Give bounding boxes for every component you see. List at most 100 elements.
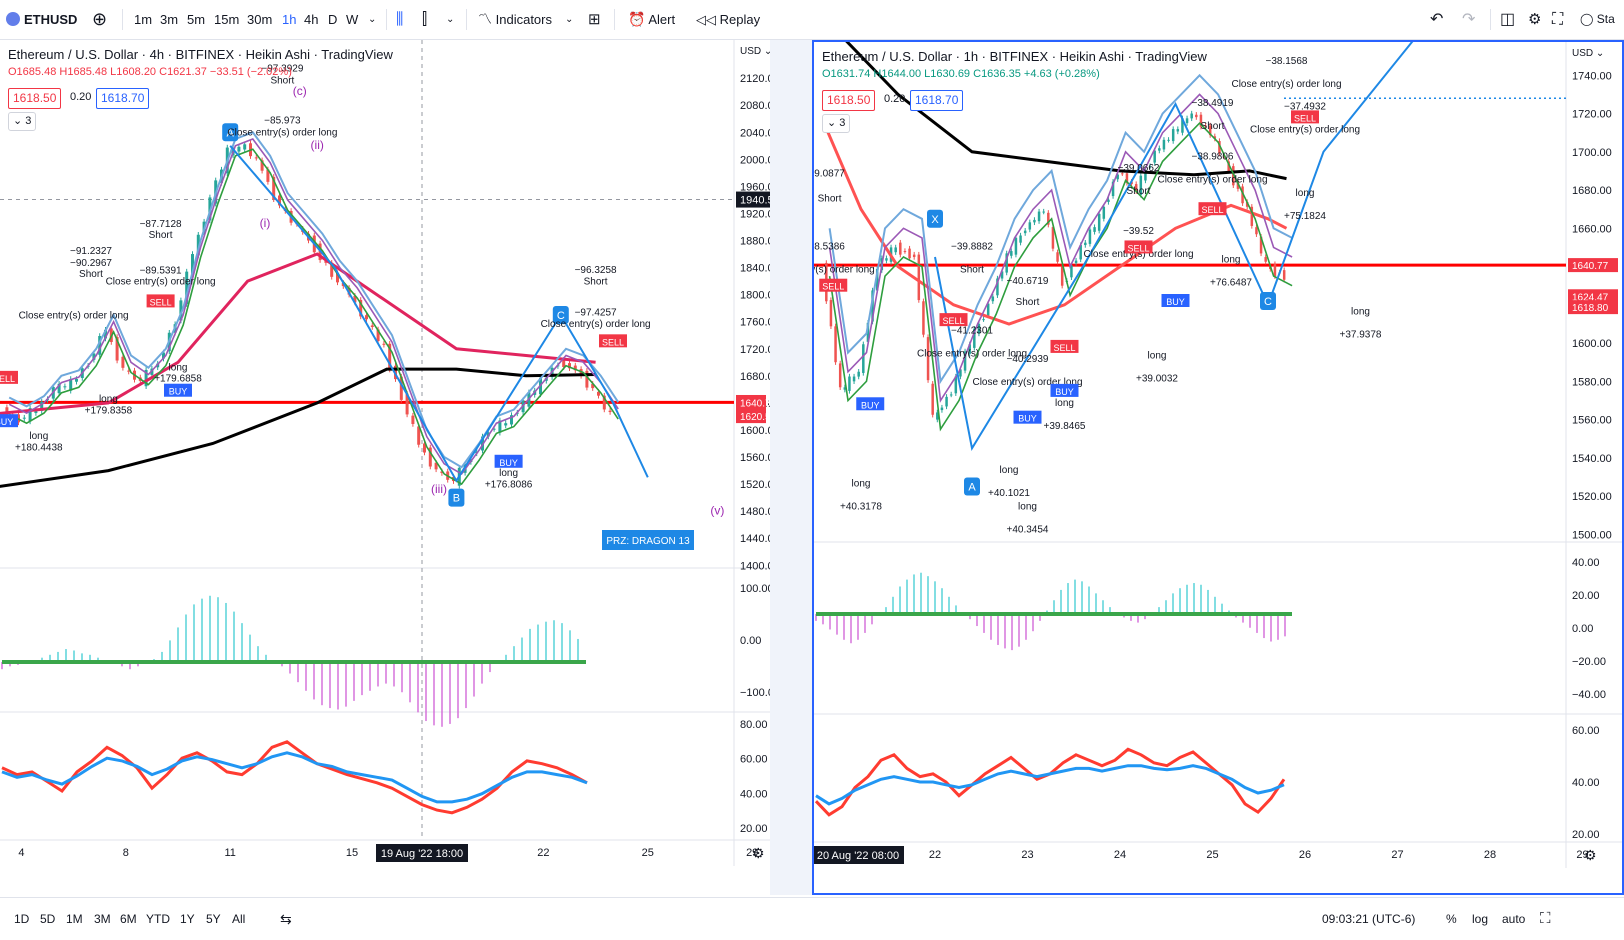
candle-body <box>949 394 953 396</box>
interval-D[interactable]: D <box>328 12 338 27</box>
clock-display[interactable]: 09:03:21 (UTC-6) <box>1322 912 1416 926</box>
alert-button[interactable]: ⏰ Alert <box>628 0 675 39</box>
layout-split-icon[interactable]: ◫ <box>1500 11 1516 28</box>
log-toggle[interactable]: log <box>1472 912 1489 926</box>
candle-body <box>1144 170 1147 181</box>
chart-type-chevron-icon[interactable]: ⌄ <box>446 14 455 25</box>
candle-body <box>945 396 948 407</box>
strategy-annotation: Close entry(s) order long <box>541 319 651 330</box>
candle-body <box>428 447 432 467</box>
interval-4h[interactable]: 4h <box>304 12 319 27</box>
ohlc-low: L1608.20 <box>110 66 157 78</box>
redo-icon[interactable]: ↷ <box>1462 11 1476 28</box>
buy-price-button[interactable]: 1618.70 <box>910 90 964 111</box>
candle-body <box>1185 118 1189 124</box>
range-6m[interactable]: 6M <box>120 912 137 926</box>
candle-body <box>399 376 403 400</box>
symbol-search-button[interactable]: ETHUSD <box>6 0 77 39</box>
templates-grid-icon[interactable]: ⊞ <box>588 11 601 28</box>
candle-body <box>1282 270 1286 280</box>
rsi-tick-label: 40.00 <box>740 788 768 800</box>
chart-1h-svg[interactable]: USD ⌄ 1740.00 1720.00 1700.00 1680.00 1660.00… <box>814 42 1622 893</box>
chart-panel-4h[interactable]: USD ⌄ 2120.00 2080.00 2040.00 2000.00 1960.00… <box>0 40 770 895</box>
price-badge-value: 1620.50 <box>740 412 770 423</box>
strategy-annotation: 9.0877 <box>814 169 845 180</box>
signal-badge <box>1291 110 1319 124</box>
wave-point-marker <box>964 477 980 496</box>
interval-30m[interactable]: 30m <box>247 12 273 27</box>
wave-point-label: A <box>968 482 976 494</box>
candle-body <box>382 343 386 345</box>
candle-body <box>376 329 380 341</box>
percent-toggle[interactable]: % <box>1446 912 1457 926</box>
candle-body <box>1051 227 1055 249</box>
prz-box <box>602 530 694 550</box>
range-1m[interactable]: 1M <box>66 912 83 926</box>
indicators-button[interactable]: 〽 Indicators <box>478 0 552 39</box>
interval-15m[interactable]: 15m <box>214 12 240 27</box>
strategy-annotation: Short <box>818 194 842 205</box>
buy-price-button[interactable]: 1618.70 <box>96 88 150 109</box>
candle-body <box>98 336 102 355</box>
bar-style-icon[interactable]: ⫼ <box>396 11 404 28</box>
candle-body <box>875 268 879 291</box>
candle-body <box>585 370 589 388</box>
interval-3m[interactable]: 3m <box>160 12 179 27</box>
strategy-annotation: −97.4257 <box>575 308 617 319</box>
chart-type-candles-icon[interactable]: ⫿ <box>422 11 428 28</box>
price-tick-label: 1600.00 <box>740 425 770 437</box>
candle-body <box>931 383 934 415</box>
candle-body <box>1273 264 1277 277</box>
indicator-collapse-button[interactable]: ⌄ 3 <box>822 114 851 133</box>
interval-1h[interactable]: 1h <box>282 12 297 27</box>
signal-label: SELL <box>1201 205 1223 215</box>
candle-body <box>405 393 409 415</box>
indicator-collapse-button[interactable]: ⌄ 3 <box>8 112 37 131</box>
candle-body <box>977 323 981 334</box>
sell-price-button[interactable]: 1618.50 <box>822 90 876 111</box>
range-1d[interactable]: 1D <box>14 912 30 926</box>
settings-gear-icon[interactable]: ⚙ <box>1528 11 1542 28</box>
osc-tick-label: 20.00 <box>1572 590 1600 602</box>
range-5d[interactable]: 5D <box>40 912 56 926</box>
replay-button[interactable]: ◁◁ Replay <box>696 0 760 39</box>
ohlc-open: O1631.74 <box>822 68 871 80</box>
range-3m[interactable]: 3M <box>94 912 111 926</box>
strategy-annotation: +180.4438 <box>15 442 63 453</box>
auto-toggle[interactable]: auto <box>1502 912 1526 926</box>
date-range-calendar-icon[interactable]: ⇆ <box>280 911 292 927</box>
range-1y[interactable]: 1Y <box>180 912 195 926</box>
price-badge <box>736 395 766 410</box>
undo-icon[interactable]: ↶ <box>1430 11 1444 28</box>
strategy-annotation: Close entry(s) order long <box>1083 249 1193 260</box>
interval-dropdown-chevron-icon[interactable]: ⌄ <box>368 14 377 25</box>
range-ytd[interactable]: YTD <box>146 912 170 926</box>
strategy-annotation: long <box>1055 398 1074 409</box>
ma-green-line <box>8 148 619 486</box>
range-all[interactable]: All <box>232 912 246 926</box>
interval-5m[interactable]: 5m <box>187 12 206 27</box>
strategy-annotation: Close entry(s) order long <box>106 276 216 287</box>
signal-badge <box>1050 383 1079 397</box>
range-5y[interactable]: 5Y <box>206 912 221 926</box>
interval-W[interactable]: W <box>346 12 359 27</box>
price-tick-label: 2120.00 <box>740 73 770 85</box>
fullscreen-icon[interactable]: ⛶ <box>1552 11 1564 28</box>
candle-body <box>903 251 907 253</box>
compare-symbol-plus-icon[interactable]: ⊕ <box>92 9 108 29</box>
chart-panel-1h[interactable]: USD ⌄ 1740.00 1720.00 1700.00 1680.00 1660.00… <box>812 40 1624 895</box>
bottom-toolbar: 1D 5D 1M 3M 6M YTD 1Y 5Y All ⇆ 09:03:21 (UTC-6) … <box>0 897 1624 940</box>
sell-price-button[interactable]: 1618.50 <box>8 88 62 109</box>
time-tick-label: 28 <box>1484 849 1496 861</box>
indicators-chevron-icon[interactable]: ⌄ <box>565 14 574 25</box>
chevron-down-icon: ⌄ <box>13 115 23 127</box>
strategy-annotation: −97.3929 <box>261 63 303 74</box>
fullscreen-corners-icon[interactable]: ⛶ <box>1540 910 1551 927</box>
chart-4h-svg[interactable]: USD ⌄ 2120.00 2080.00 2040.00 2000.00 1960.00… <box>0 40 770 895</box>
candle-body <box>1158 148 1161 151</box>
panel-gap <box>770 40 812 895</box>
strategy-annotation: −85.973 <box>264 115 301 126</box>
start-button-icon[interactable]: ◯ Sta <box>1580 12 1615 26</box>
interval-1m[interactable]: 1m <box>134 12 153 27</box>
strategy-annotation: Close entry(s) order long <box>227 128 337 139</box>
